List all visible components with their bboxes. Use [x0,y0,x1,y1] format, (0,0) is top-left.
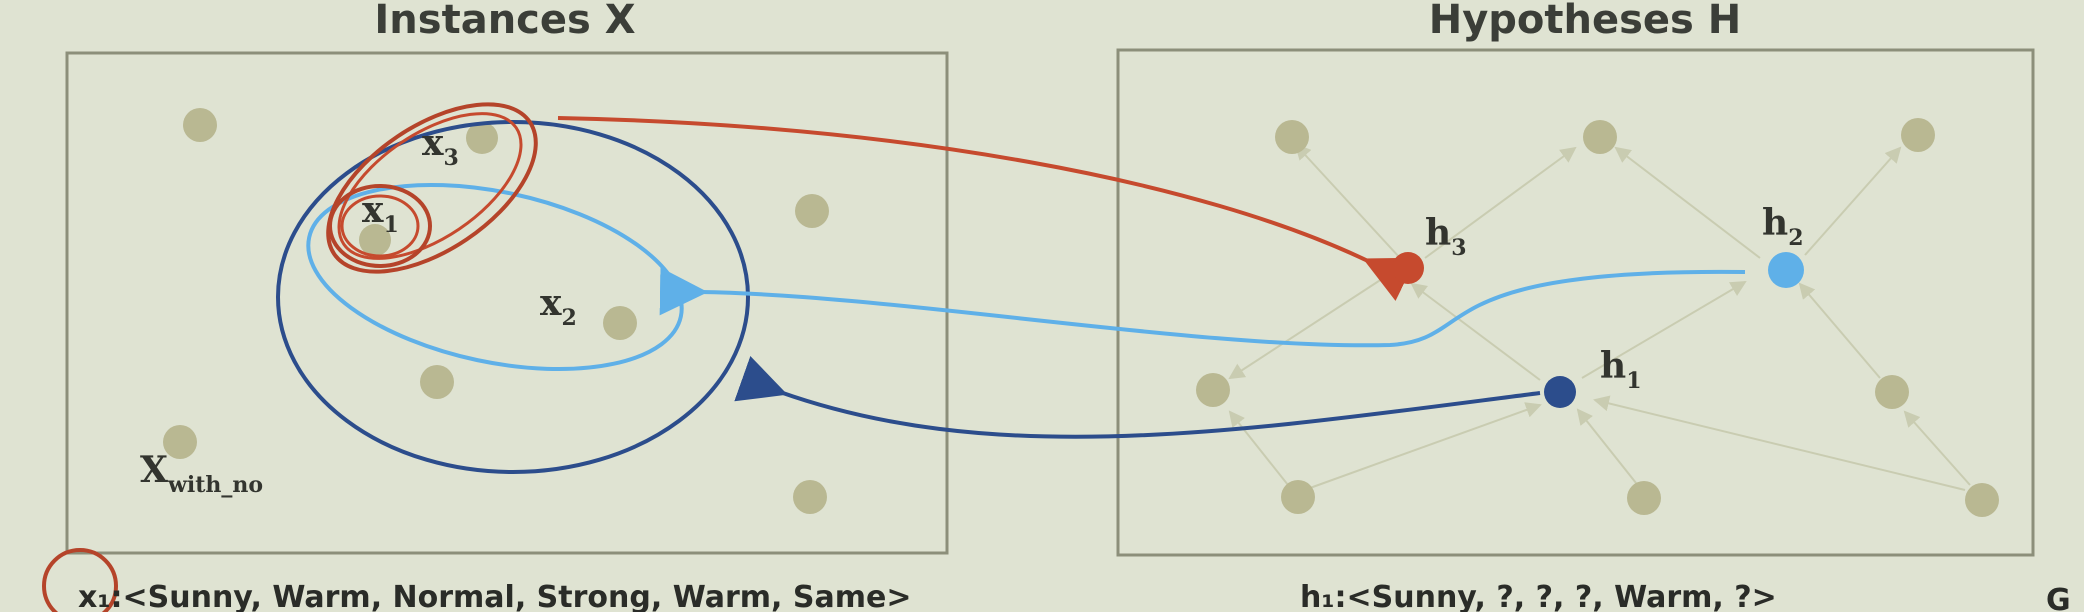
instance-dot [466,122,498,154]
hypothesis-lattice-edges [1228,143,1971,491]
h3-node [1392,252,1424,284]
instance-dot [183,108,217,142]
hypothesis-dots [1196,118,1999,517]
hypothesis-dot [1965,483,1999,517]
x1-caption-highlight-circle [42,548,118,612]
h3-mapping-arrow [557,116,1417,301]
instances-panel [65,51,949,555]
instance-dot [795,194,829,228]
h1-node [1544,376,1576,408]
h3-coverage-ellipse-inner [337,112,523,260]
x1-highlight-ellipse-inner [340,194,420,258]
instances-title: Instances X [374,0,635,43]
x3-label: x3 [422,122,459,171]
x1-highlight-ellipse-outer [328,184,432,268]
hypotheses-panel [1116,48,2035,557]
instance-dot [163,425,197,459]
instance-dot [603,306,637,340]
h1-label: h1 [1600,345,1642,394]
instance-dot [420,365,454,399]
hypothesis-dot [1901,118,1935,152]
x-with-no-label: Xwith_no [140,449,263,498]
h2-mapping-arrow [659,267,1746,348]
x1-label: x1 [362,189,399,238]
h2-coverage-ellipse [306,182,684,372]
hypothesis-dot [1275,120,1309,154]
h1-mapping-arrow [734,356,1541,439]
instance-dot [793,480,827,514]
instance-dots [163,108,829,514]
hypothesis-dot [1196,373,1230,407]
hypothesis-dot [1627,481,1661,515]
x2-label: x2 [540,282,577,331]
h3-coverage-ellipse-outer [326,102,538,274]
hypothesis-dot [1281,480,1315,514]
hypotheses-title: Hypotheses H [1429,0,1742,43]
h3-label: h3 [1425,212,1467,261]
h1-definition-caption: h₁:<Sunny, ?, ?, ?, Warm, ?> [1300,580,1777,612]
hypothesis-dot [1875,375,1909,409]
corner-fragment: G [2046,583,2071,612]
h2-node [1768,252,1804,288]
instance-dot [359,224,391,256]
x1-definition-caption: x₁:<Sunny, Warm, Normal, Strong, Warm, S… [78,580,911,612]
h2-label: h2 [1762,202,1804,251]
hypothesis-dot [1583,120,1617,154]
